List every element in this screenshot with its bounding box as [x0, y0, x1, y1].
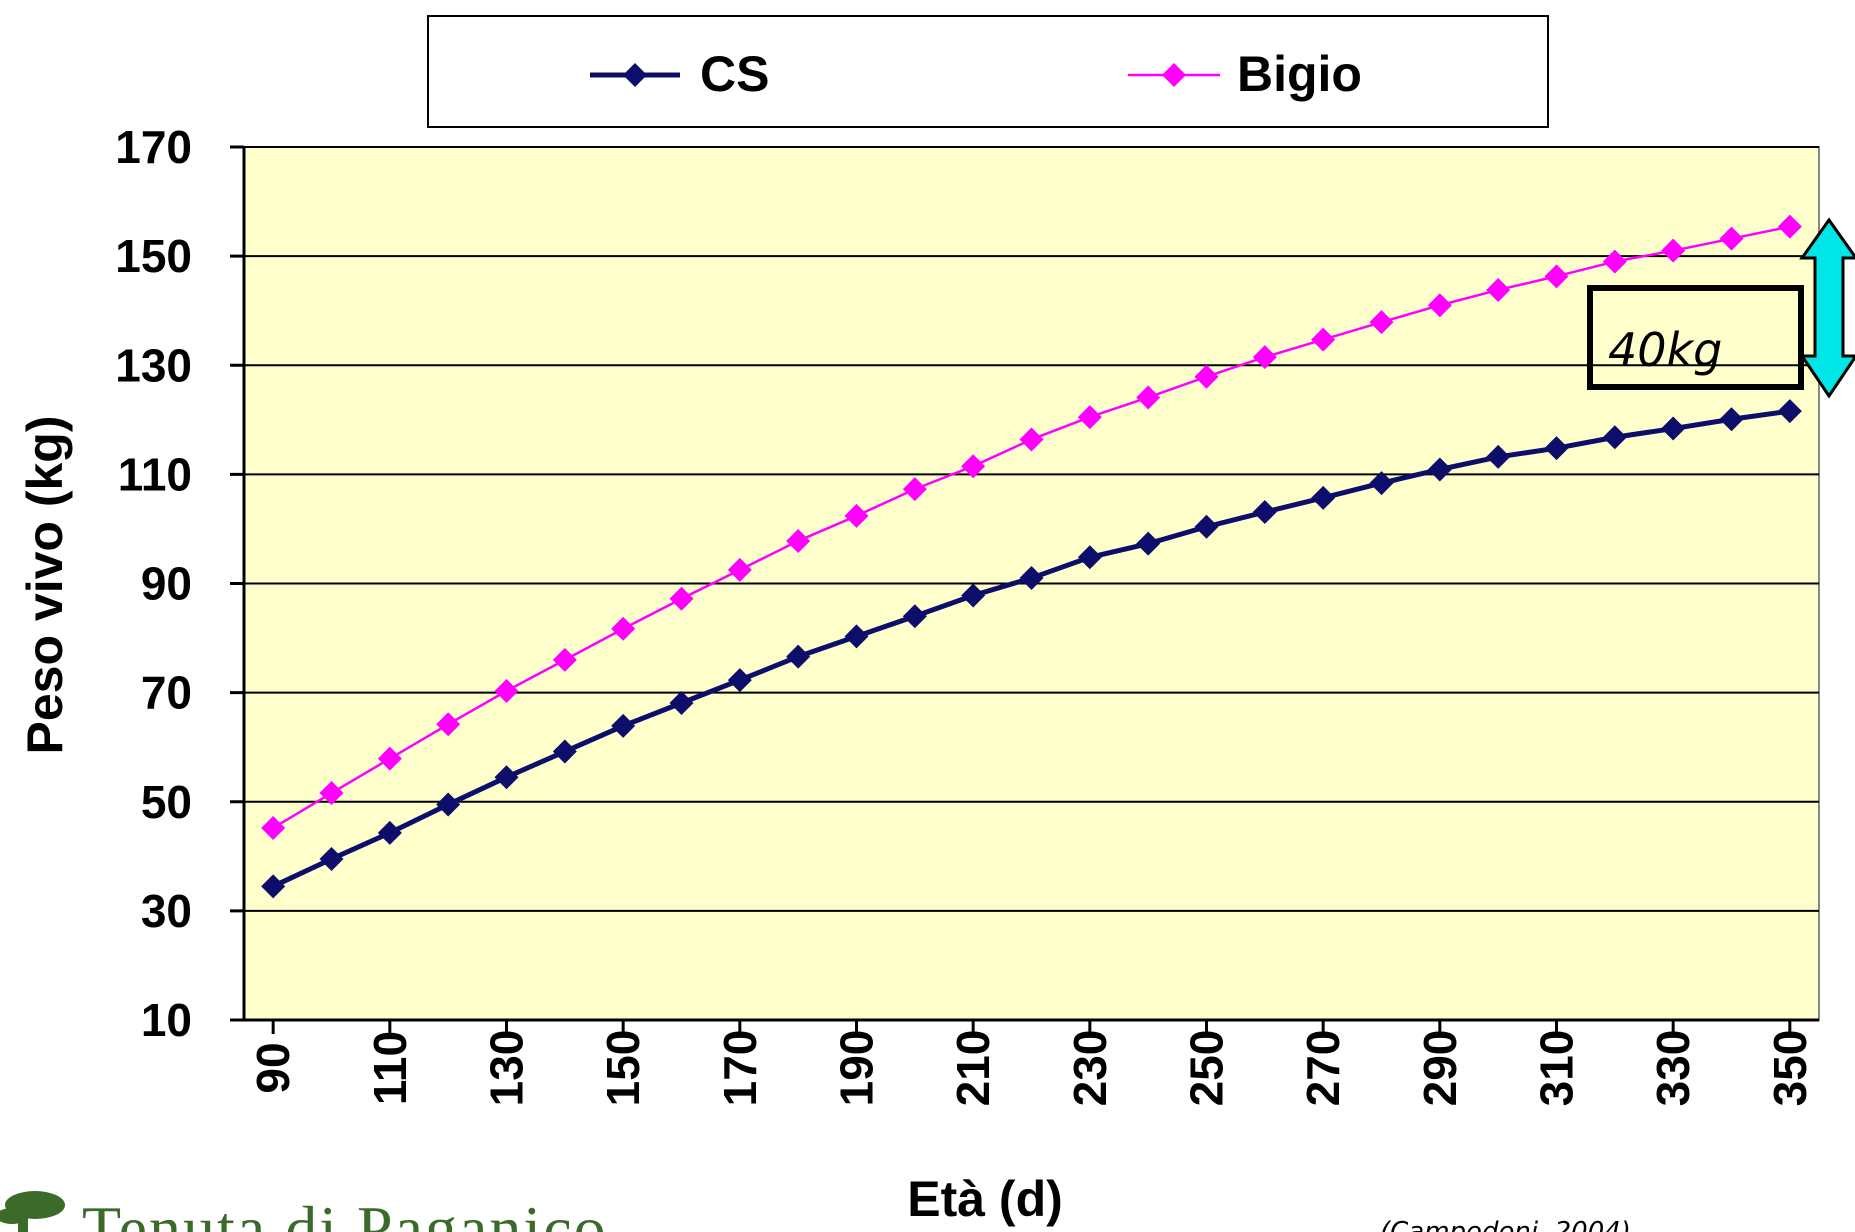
y-tick-label: 130: [115, 339, 192, 391]
data-point: [436, 712, 461, 737]
x-tick-label: 250: [1181, 1030, 1233, 1107]
data-point: [1544, 436, 1569, 461]
data-point: [1661, 416, 1686, 441]
y-tick-label: 30: [141, 885, 192, 937]
data-point: [727, 557, 752, 582]
data-point: [1136, 385, 1161, 410]
data-point: [1427, 293, 1452, 318]
data-point: [494, 678, 519, 703]
data-point: [1486, 277, 1511, 302]
legend-box: [427, 15, 1549, 128]
data-point: [786, 644, 811, 669]
data-point: [552, 739, 577, 764]
x-tick-label: 310: [1531, 1030, 1583, 1107]
data-point: [1311, 485, 1336, 510]
data-point: [669, 586, 694, 611]
y-tick-label: 70: [141, 667, 192, 719]
data-point: [1369, 310, 1394, 335]
difference-label: 40kg: [1608, 323, 1722, 377]
data-point: [319, 781, 344, 806]
difference-label-box: [1587, 285, 1804, 390]
data-point: [1019, 566, 1044, 591]
data-point: [727, 668, 752, 693]
source-citation: (Campodoni, 2004): [1380, 1217, 1631, 1232]
data-point: [1136, 531, 1161, 556]
data-point: [261, 815, 286, 840]
data-point: [786, 528, 811, 553]
data-point: [1252, 500, 1277, 525]
data-point: [377, 746, 402, 771]
legend-marker-bigio: [1162, 63, 1186, 87]
series: [261, 214, 1802, 899]
x-tick-label: 210: [947, 1030, 999, 1107]
x-tick-label: 170: [714, 1030, 766, 1107]
y-axis-title: Peso vivo (kg): [17, 416, 73, 755]
data-point: [1194, 364, 1219, 389]
data-point: [669, 690, 694, 715]
logo: Tenuta di Paganico: [0, 1191, 608, 1232]
data-point: [1602, 425, 1627, 450]
legend: CS Bigio: [427, 15, 1549, 128]
difference-annotation: 40kg: [1587, 217, 1855, 399]
data-point: [1777, 214, 1802, 239]
tree-icon: [0, 1191, 65, 1232]
legend-label-bigio: Bigio: [1237, 46, 1362, 102]
data-point: [1194, 514, 1219, 539]
x-tick-label: 290: [1414, 1030, 1466, 1107]
x-tick-label: 190: [831, 1030, 883, 1107]
data-point: [961, 454, 986, 479]
y-tick-label: 50: [141, 776, 192, 828]
data-point: [261, 874, 286, 899]
y-ticks: 10 30 50 70 90 110 130 150 170: [115, 121, 244, 1046]
data-point: [319, 847, 344, 872]
x-tick-label: 150: [597, 1030, 649, 1107]
x-axis-title: Età (d): [907, 1171, 1063, 1227]
series-1: [261, 214, 1802, 840]
x-tick-label: 110: [364, 1031, 416, 1105]
x-tick-label: 270: [1297, 1030, 1349, 1107]
x-tick-label: 130: [481, 1030, 533, 1107]
y-tick-label: 10: [141, 994, 192, 1046]
data-point: [494, 765, 519, 790]
data-point: [1486, 444, 1511, 469]
double-arrow-icon: [1799, 217, 1855, 399]
data-point: [552, 647, 577, 672]
data-point: [611, 713, 636, 738]
data-point: [961, 583, 986, 608]
data-point: [1719, 226, 1744, 251]
data-point: [1661, 238, 1686, 263]
y-tick-label: 150: [115, 230, 192, 282]
legend-label-cs: CS: [700, 46, 769, 102]
y-tick-label: 90: [141, 558, 192, 610]
data-point: [1719, 407, 1744, 432]
logo-text: Tenuta di Paganico: [82, 1193, 608, 1232]
data-point: [611, 616, 636, 641]
data-point: [902, 604, 927, 629]
x-tick-label: 90: [247, 1042, 299, 1093]
data-point: [1427, 457, 1452, 482]
data-point: [844, 624, 869, 649]
data-point: [377, 820, 402, 845]
data-point: [902, 477, 927, 502]
data-point: [436, 792, 461, 817]
legend-marker-cs: [623, 63, 647, 87]
y-tick-label: 170: [115, 121, 192, 173]
x-tick-label: 330: [1647, 1030, 1699, 1107]
y-tick-label: 110: [118, 448, 192, 500]
data-point: [1777, 399, 1802, 424]
data-point: [1369, 471, 1394, 496]
data-point: [1019, 427, 1044, 452]
series-0: [261, 399, 1802, 899]
x-tick-label: 350: [1764, 1030, 1816, 1107]
x-tick-label: 230: [1064, 1030, 1116, 1107]
x-ticks: 90 110 130 150 170 190 210 230 250 270 290 310 330 35…: [247, 1020, 1816, 1106]
data-point: [1311, 327, 1336, 352]
data-point: [1544, 264, 1569, 289]
data-point: [1252, 345, 1277, 370]
data-point: [1602, 249, 1627, 274]
data-point: [1077, 545, 1102, 570]
data-point: [1077, 405, 1102, 430]
data-point: [844, 503, 869, 528]
